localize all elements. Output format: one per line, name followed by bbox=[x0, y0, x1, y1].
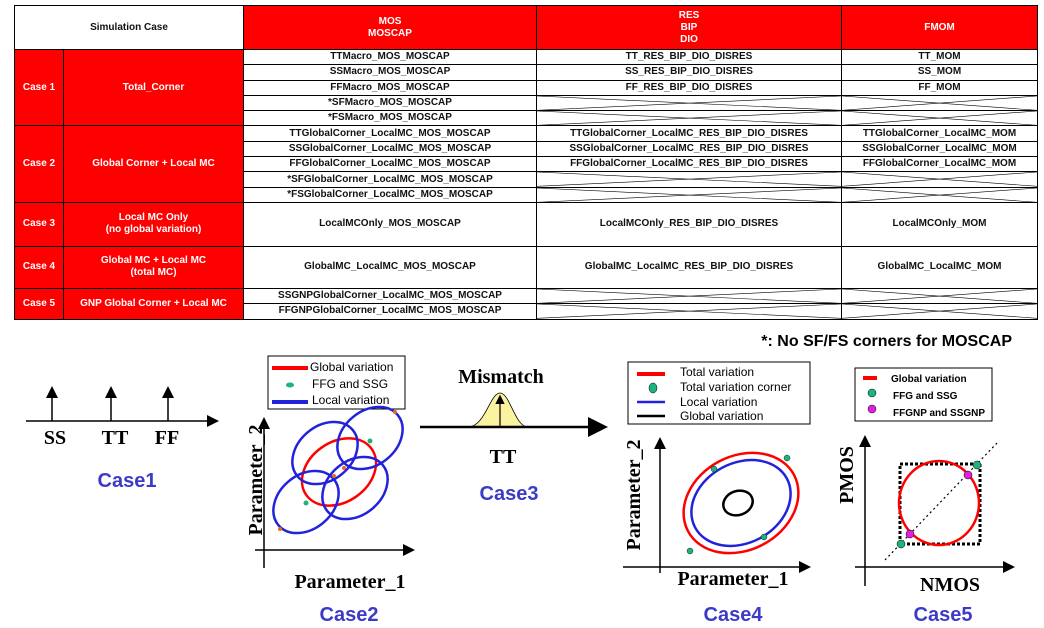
mos-model-cell: FFGNPGlobalCorner_LocalMC_MOS_MOSCAP bbox=[243, 303, 537, 320]
table-row: Case 4 Global MC + Local MC (total MC) Glo… bbox=[14, 245, 1038, 289]
case3-title: Case3 bbox=[480, 483, 539, 505]
legend-global-variation: Global variation bbox=[310, 360, 393, 374]
case3-diagram: Mismatch TT Case3 bbox=[420, 366, 608, 505]
not-applicable-cell bbox=[841, 303, 1038, 320]
header-res: RES BIP DIO bbox=[536, 5, 842, 50]
table-row: FFGNPGlobalCorner_LocalMC_MOS_MOSCAP bbox=[15, 303, 1038, 320]
case4-diagram: Total variation Total variation corner L… bbox=[623, 361, 811, 626]
not-applicable-cell bbox=[536, 171, 842, 188]
case-id-cell: Case 2 bbox=[14, 125, 64, 203]
legend-global-variation: Global variation bbox=[680, 409, 763, 423]
case-name-cell: Local MC Only (no global variation) bbox=[63, 201, 244, 247]
table-row: *FSGlobalCorner_LocalMC_MOS_MOSCAP bbox=[15, 186, 1038, 203]
local-variation-ellipse bbox=[321, 455, 389, 521]
table-header-row: Simulation Case MOS MOSCAP RES BIP DIO FMOM bbox=[14, 5, 1038, 50]
mismatch-label: Mismatch bbox=[458, 366, 544, 388]
case1-diagram: SS TT FF Case1 bbox=[26, 386, 219, 492]
local-variation-ellipse bbox=[690, 458, 792, 548]
legend-global-variation: Global variation bbox=[891, 374, 967, 385]
ff-label: FF bbox=[155, 427, 179, 449]
legend-local-variation: Local variation bbox=[680, 395, 757, 409]
case-name-cell: Total_Corner bbox=[63, 48, 244, 127]
case-name-cell: Global MC + Local MC (total MC) bbox=[63, 245, 244, 289]
not-applicable-cell bbox=[536, 303, 842, 320]
not-applicable-cell bbox=[536, 186, 842, 203]
legend-ffg-ssg: FFG and SSG bbox=[312, 377, 388, 391]
table-row: *SFGlobalCorner_LocalMC_MOS_MOSCAP bbox=[15, 171, 1038, 188]
table-row: Case 5 GNP Global Corner + Local MC SSGNPG… bbox=[14, 287, 1038, 320]
header-mos: MOS MOSCAP bbox=[243, 5, 537, 50]
case-id-cell: Case 1 bbox=[14, 48, 64, 127]
total-variation-ellipse bbox=[682, 451, 800, 555]
case-name-cell: GNP Global Corner + Local MC bbox=[63, 287, 244, 320]
table-row: Case 1 Total_Corner TTMacro_MOS_MOSCAP TT_R… bbox=[14, 48, 1038, 127]
case4-xlabel: Parameter_1 bbox=[677, 568, 788, 590]
legend-ffgnp-ssgnp: FFGNP and SSGNP bbox=[893, 408, 985, 419]
table-row: SSGlobalCorner_LocalMC_MOS_MOSCAP SSGloba… bbox=[15, 140, 1038, 158]
tt-label: TT bbox=[102, 427, 129, 449]
header-simulation-case: Simulation Case bbox=[14, 5, 244, 50]
case5-xlabel: NMOS bbox=[920, 574, 980, 596]
case5-ylabel: PMOS bbox=[836, 446, 858, 504]
table-row: Case 2 Global Corner + Local MC TTGlobalCo… bbox=[14, 125, 1038, 203]
global-variation-ellipse bbox=[300, 437, 378, 507]
corner-dot-icon bbox=[286, 382, 294, 388]
global-variation-ellipse bbox=[722, 489, 754, 517]
global-variation-circle bbox=[897, 459, 981, 547]
case4-title: Case4 bbox=[704, 604, 764, 626]
ss-label: SS bbox=[44, 427, 66, 449]
res-model-cell: LocalMCOnly_RES_BIP_DIO_DISRES bbox=[536, 201, 842, 247]
mos-model-cell: LocalMCOnly_MOS_MOSCAP bbox=[243, 201, 537, 247]
case2-diagram: Global variation FFG and SSG Local varia… bbox=[245, 355, 415, 626]
case5-legend bbox=[854, 367, 993, 422]
table-row: SSMacro_MOS_MOSCAP SS_RES_BIP_DIO_DISRES S… bbox=[15, 64, 1038, 81]
case2-title: Case2 bbox=[320, 604, 379, 626]
case-id-cell: Case 4 bbox=[14, 245, 64, 289]
table-row: *SFMacro_MOS_MOSCAP bbox=[15, 94, 1038, 112]
mos-model-cell: GlobalMC_LocalMC_MOS_MOSCAP bbox=[243, 245, 537, 289]
case5-diagram: Global variation FFG and SSG FFGNP and S… bbox=[836, 367, 1015, 626]
legend-local-variation: Local variation bbox=[312, 393, 389, 407]
table-row: Case 3 Local MC Only (no global variation… bbox=[14, 201, 1038, 247]
local-variation-ellipse bbox=[272, 469, 340, 535]
case2-ylabel: Parameter_2 bbox=[245, 424, 267, 535]
header-fmom: FMOM bbox=[841, 5, 1038, 50]
case-id-cell: Case 3 bbox=[14, 201, 64, 247]
not-applicable-cell bbox=[841, 186, 1038, 203]
case4-ylabel: Parameter_2 bbox=[623, 439, 645, 550]
local-variation-ellipse bbox=[336, 405, 404, 471]
fmom-model-cell: GlobalMC_LocalMC_MOM bbox=[841, 245, 1038, 289]
case1-title: Case1 bbox=[98, 470, 157, 492]
legend-ffg-ssg: FFG and SSG bbox=[893, 391, 958, 402]
table-row: FFMacro_MOS_MOSCAP FF_RES_BIP_DIO_DISRES F… bbox=[15, 79, 1038, 96]
case2-xlabel: Parameter_1 bbox=[294, 571, 405, 593]
case-id-cell: Case 5 bbox=[14, 287, 64, 320]
legend-total-variation: Total variation bbox=[680, 365, 754, 379]
case-name-cell: Global Corner + Local MC bbox=[63, 125, 244, 203]
footnote: *: No SF/FS corners for MOSCAP bbox=[761, 333, 1012, 350]
fmom-model-cell: LocalMCOnly_MOM bbox=[841, 201, 1038, 247]
legend-total-variation-corner: Total variation corner bbox=[680, 380, 791, 394]
simulation-case-table: Simulation Case MOS MOSCAP RES BIP DIO FMOM… bbox=[14, 5, 1038, 320]
case3-tt-label: TT bbox=[490, 446, 517, 468]
case5-title: Case5 bbox=[914, 604, 973, 626]
gaussian-curve bbox=[467, 392, 529, 428]
